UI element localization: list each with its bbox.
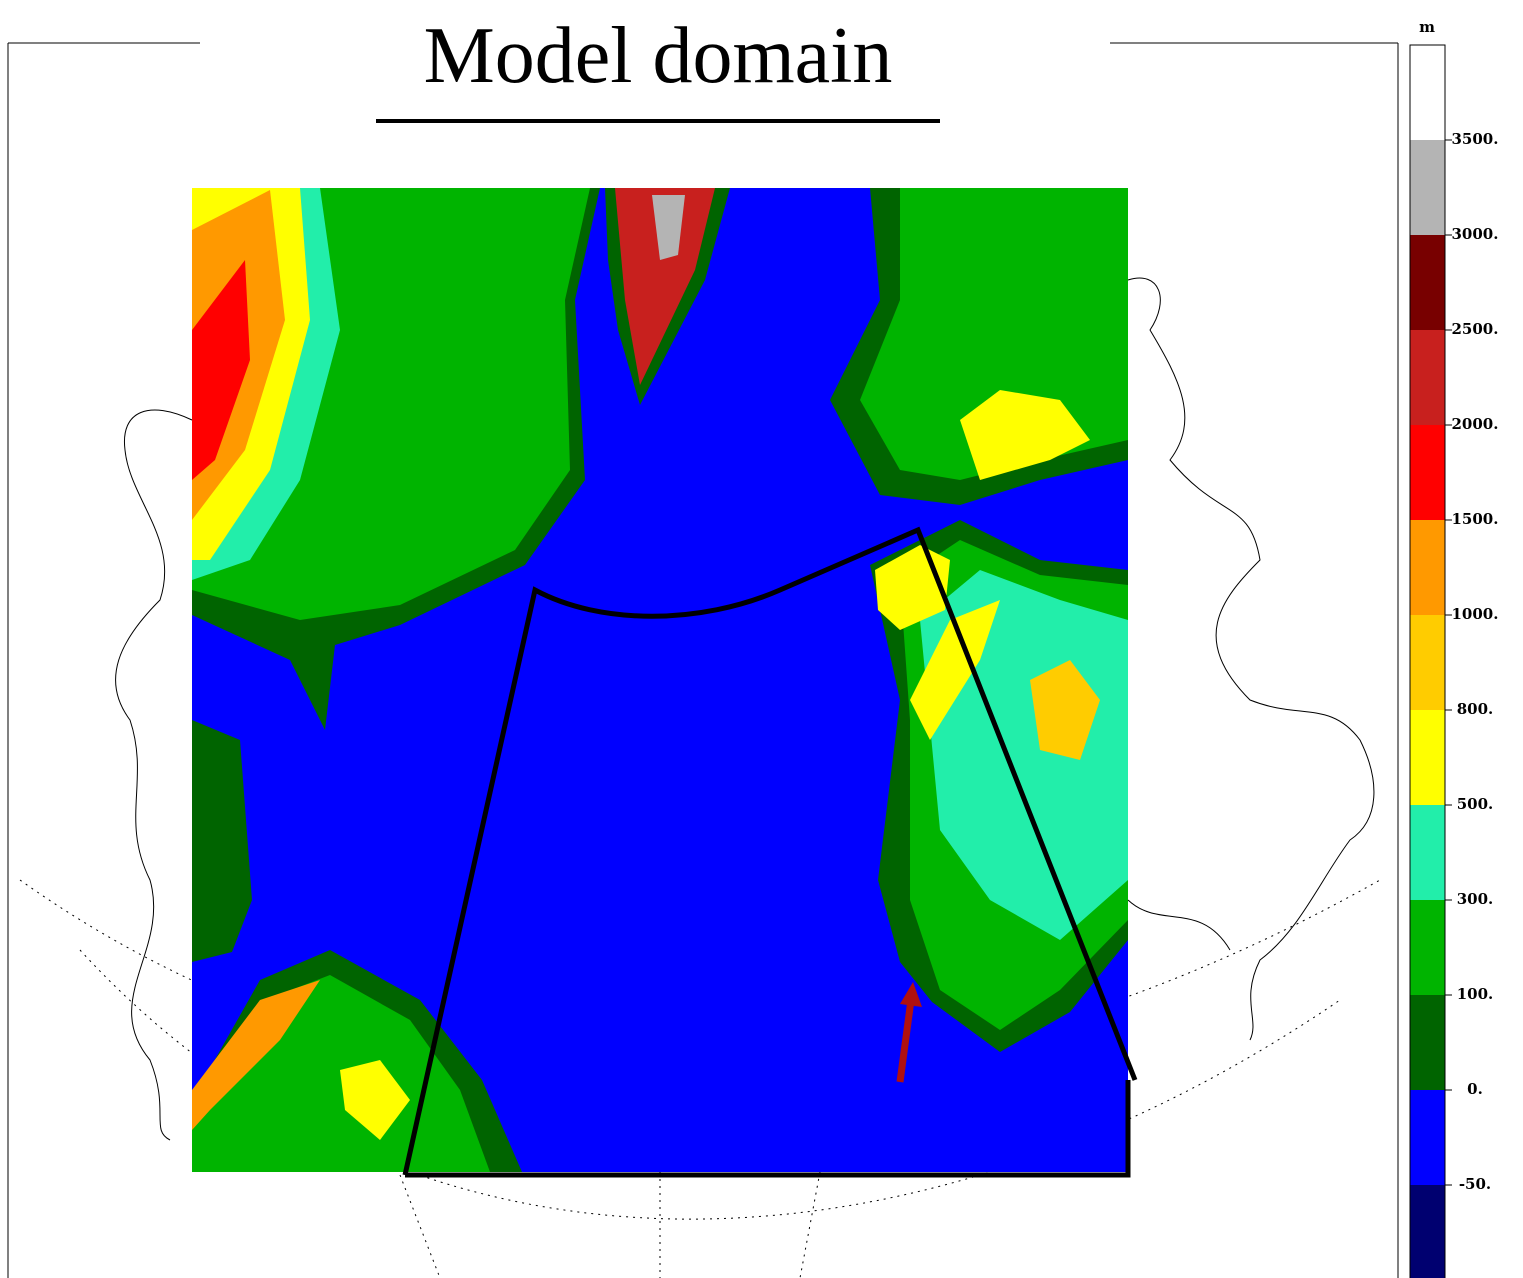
colorbar-swatch: [1410, 805, 1445, 900]
rockies-red: [192, 260, 250, 480]
colorbar-border: [1409, 44, 1446, 1278]
atlas: [910, 600, 1000, 740]
greenland-ice: [652, 195, 685, 260]
domain-outline: [402, 526, 1138, 1178]
colorbar-swatch: [1410, 330, 1445, 425]
colorbar: m 3500. 3000. 2500. 2000. 1500. 1000. 800. 500.…: [1409, 18, 1499, 1278]
colorbar-swatch: [1410, 995, 1445, 1090]
colorbar-swatch: [1410, 1090, 1445, 1185]
colorbar-swatch: [1410, 710, 1445, 805]
colorbar-label: 300.: [1457, 890, 1494, 908]
colorbar-label: 2500.: [1452, 320, 1499, 338]
colorbar-label: 3000.: [1452, 225, 1499, 243]
arrow: [896, 982, 922, 1083]
ahaggar: [1030, 660, 1100, 760]
outside-coastlines: [115, 277, 1375, 1141]
colorbar-swatch: [1410, 45, 1445, 140]
colorbar-label: -50.: [1459, 1175, 1491, 1193]
colorbar-swatch: [1410, 235, 1445, 330]
alps: [960, 390, 1090, 480]
colorbar-swatch: [1410, 900, 1445, 995]
colorbar-label: 1000.: [1452, 605, 1499, 623]
greenland-high: [615, 188, 715, 385]
colorbar-label: 3500.: [1452, 130, 1499, 148]
colorbar-swatch: [1410, 615, 1445, 710]
colorbar-label: 2000.: [1452, 415, 1499, 433]
colorbar-label: 1500.: [1452, 510, 1499, 528]
colorbar-label: 500.: [1457, 795, 1494, 813]
colorbar-unit: m: [1419, 18, 1435, 36]
colorbar-label: 800.: [1457, 700, 1494, 718]
title: Model domain: [424, 12, 893, 100]
graticule: [19, 879, 1381, 1278]
colorbar-label: 100.: [1457, 985, 1494, 1003]
central-america: [192, 720, 252, 962]
colorbar-swatch: [1410, 1185, 1445, 1278]
colorbar-swatch: [1410, 520, 1445, 615]
guiana-highlands: [340, 1060, 410, 1140]
map: [192, 188, 1128, 1172]
colorbar-label: 0.: [1467, 1080, 1483, 1098]
colorbar-swatch: [1410, 140, 1445, 235]
colorbar-swatch: [1410, 425, 1445, 520]
frame: [7, 42, 1399, 1278]
andes: [192, 980, 320, 1130]
